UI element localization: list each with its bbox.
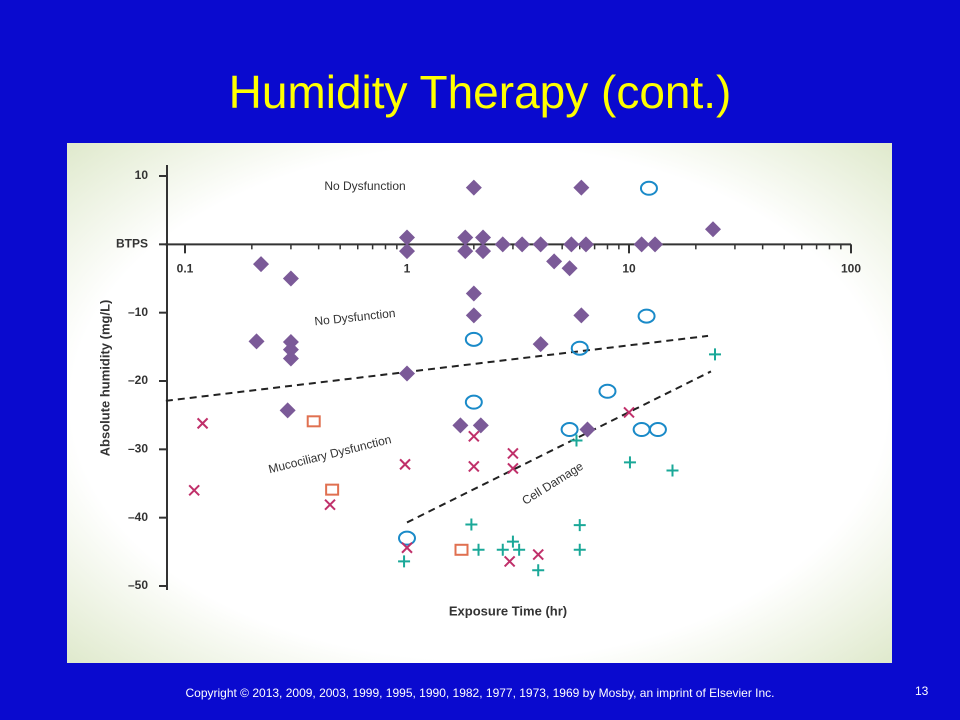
circle-point [464, 331, 483, 347]
diamond-point [248, 333, 265, 350]
circle-point [464, 394, 483, 410]
cross-point [468, 430, 480, 443]
x-tick-label: 1 [404, 262, 411, 276]
diamond-point [399, 365, 415, 382]
plus-point [573, 519, 586, 532]
plus-point [496, 543, 509, 556]
plus-point [666, 464, 679, 477]
diamond-point [465, 179, 482, 196]
diamond-point [579, 421, 596, 438]
y-tick-label: BTPS [116, 237, 148, 251]
annotation: Mucociliary Dysfunction [267, 432, 393, 476]
boundary-line [165, 334, 709, 402]
y-tick-label: –20 [128, 373, 148, 387]
y-tick-label: 10 [135, 168, 149, 182]
diamond-point [475, 229, 492, 246]
diamond-point [457, 243, 474, 260]
cross-point [188, 484, 200, 497]
chart-panel [67, 143, 892, 663]
annotation: No Dysfunction [314, 306, 396, 328]
plus-point [398, 555, 411, 568]
diamond-point [705, 221, 722, 238]
cross-point [507, 447, 519, 460]
x-tick-label: 0.1 [177, 262, 194, 276]
diamond-point [282, 270, 299, 287]
diamond-point [577, 236, 594, 253]
circle-point [560, 422, 579, 438]
annotation: No Dysfunction [324, 179, 405, 193]
square-point [306, 415, 321, 428]
cross-point [507, 462, 519, 475]
copyright: Copyright © 2013, 2009, 2003, 1999, 1995… [185, 686, 775, 700]
slide-title: Humidity Therapy (cont.) [228, 66, 732, 118]
y-tick-label: –40 [128, 510, 148, 524]
y-tick-label: –30 [128, 442, 148, 456]
diamond-point [465, 307, 482, 324]
circle-point [639, 180, 658, 196]
circle-point [632, 422, 651, 438]
plus-point [573, 543, 586, 556]
y-axis-title: Absolute humidity (mg/L) [97, 300, 112, 457]
boundary-line [406, 370, 712, 524]
diamond-point [282, 350, 299, 367]
cross-point [623, 406, 635, 419]
diamond-point [647, 236, 664, 253]
x-tick-label: 100 [841, 262, 861, 276]
diamond-point [457, 229, 474, 246]
square-point [454, 543, 469, 556]
x-tick-label: 10 [622, 262, 636, 276]
diamond-point [253, 256, 270, 273]
cross-point [324, 498, 336, 511]
plus-point [532, 564, 545, 577]
y-tick-label: –10 [128, 305, 148, 319]
plus-point [506, 535, 519, 548]
diamond-point [573, 307, 590, 324]
plus-point [513, 543, 526, 556]
diamond-point [465, 285, 482, 302]
plus-point [465, 518, 478, 531]
diamond-point [532, 336, 549, 353]
cross-point [503, 555, 516, 568]
diamond-point [279, 402, 296, 419]
diamond-point [399, 243, 415, 260]
y-tick-label: –50 [128, 578, 148, 592]
circle-point [637, 308, 656, 324]
diamond-point [563, 236, 580, 253]
cross-point [399, 458, 411, 471]
diamond-point [546, 253, 563, 270]
annotation: Cell Damage [519, 459, 586, 508]
diamond-point [452, 417, 469, 434]
diamond-point [399, 229, 415, 246]
diamond-point [514, 236, 531, 253]
diamond-point [532, 236, 549, 253]
plus-point [472, 543, 485, 556]
x-axis-title: Exposure Time (hr) [449, 603, 567, 618]
plus-point [623, 456, 636, 469]
plus-point [709, 348, 722, 361]
plus-point [570, 434, 583, 447]
diamond-point [561, 260, 578, 277]
square-point [325, 483, 340, 496]
diamond-point [282, 341, 299, 358]
circle-point [570, 340, 589, 356]
circle-point [598, 383, 617, 399]
diamond-point [475, 243, 492, 260]
cross-point [401, 542, 413, 554]
diamond-point [494, 236, 511, 253]
cross-point [532, 548, 544, 561]
cross-point [468, 460, 480, 473]
cross-point [196, 417, 209, 430]
circle-point [398, 530, 416, 546]
diamond-point [573, 179, 590, 196]
circle-point [648, 422, 667, 438]
page-number: 13 [915, 684, 929, 698]
diamond-point [633, 236, 650, 253]
diamond-point [472, 417, 489, 434]
